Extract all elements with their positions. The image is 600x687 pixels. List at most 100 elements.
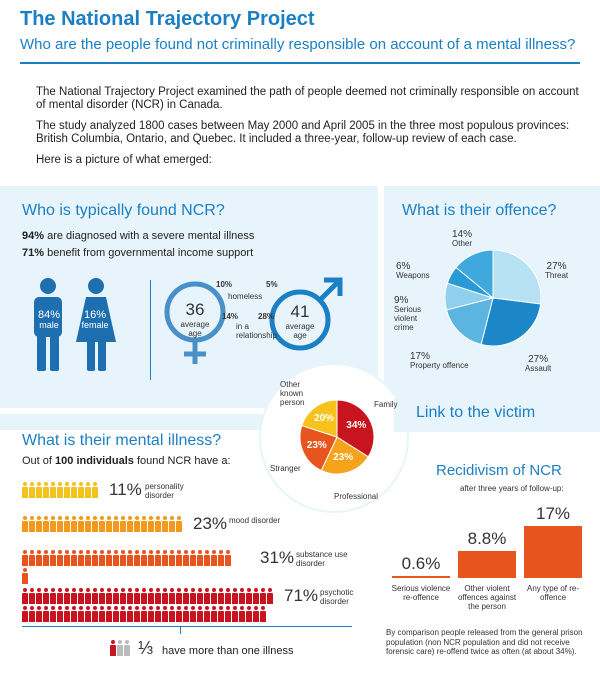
person-icon — [106, 588, 112, 604]
person-icon — [225, 606, 231, 622]
mental-row-pct: 23% — [193, 514, 228, 533]
person-icon — [99, 516, 105, 532]
pie-slice-other — [455, 250, 494, 300]
mental-row-label: mood disorder — [229, 516, 281, 525]
recid-subtitle: after three years of follow-up: — [460, 484, 564, 493]
male-percentage: 84% male — [37, 309, 61, 331]
person-icon — [204, 550, 210, 566]
people-icons-row — [22, 588, 278, 622]
person-icon — [99, 588, 105, 604]
person-icon — [57, 606, 63, 622]
person-icon — [204, 588, 210, 604]
victim-title-panel — [394, 398, 600, 432]
pie-slice-property-offence — [445, 297, 494, 346]
person-icon — [141, 550, 147, 566]
person-icon — [92, 588, 98, 604]
male-figure-icon — [34, 278, 62, 371]
intro-paragraph-1: The National Trajectory Project examined… — [36, 86, 579, 111]
victim-pie-chart — [300, 400, 374, 474]
offence-label-other: 14% Other — [452, 229, 473, 249]
person-icon — [176, 588, 182, 604]
person-icon — [155, 588, 161, 604]
person-icon — [113, 550, 119, 566]
pie-slice-stranger — [300, 424, 338, 472]
person-icon — [99, 550, 105, 566]
person-icon — [43, 516, 49, 532]
person-icon — [64, 606, 70, 622]
person-icon — [50, 550, 56, 566]
person-icon — [120, 516, 126, 532]
victim-pct-other-known-person: 20% — [314, 413, 335, 425]
person-icon — [99, 606, 105, 622]
person-icon — [71, 482, 77, 498]
offence-title: What is their offence? — [402, 202, 557, 219]
person-icon — [197, 588, 203, 604]
people-icons-row — [22, 482, 99, 498]
multiple-illness-icon — [110, 640, 130, 656]
person-icon — [92, 550, 98, 566]
offence-label-property: 17% Property offence — [410, 351, 469, 371]
person-icon — [106, 606, 112, 622]
homeless-female-pct: 10% — [216, 280, 233, 289]
person-icon — [162, 606, 168, 622]
person-icon — [169, 516, 175, 532]
offence-label-assault: 27% Assault — [525, 354, 552, 374]
person-icon — [78, 516, 84, 532]
person-icon — [246, 606, 252, 622]
person-icon — [113, 516, 119, 532]
person-icon — [50, 482, 56, 498]
mental-intro: Out of 100 individuals found NCR have a: — [22, 455, 231, 467]
person-icon — [29, 482, 35, 498]
person-icon — [218, 606, 224, 622]
person-icon — [260, 588, 266, 604]
person-icon — [57, 550, 63, 566]
person-icon — [120, 550, 126, 566]
person-icon — [260, 606, 266, 622]
person-icon — [162, 516, 168, 532]
person-icon — [106, 550, 112, 566]
victim-label-professional: Professional — [334, 492, 379, 501]
person-icon — [232, 588, 238, 604]
person-icon — [155, 516, 161, 532]
person-icon — [36, 482, 42, 498]
offence-label-threat: 27% Threat — [545, 261, 569, 281]
male-average-age: 41 average age — [285, 302, 315, 340]
fraction-value: ⅓ — [138, 638, 154, 658]
person-icon — [85, 550, 91, 566]
person-icon — [22, 588, 28, 604]
person-icon — [92, 606, 98, 622]
person-icon — [148, 516, 154, 532]
person-icon — [141, 516, 147, 532]
homeless-male-pct: 5% — [266, 280, 278, 289]
fraction-text: have more than one illness — [162, 645, 294, 657]
person-icon — [127, 606, 133, 622]
victim-label-stranger: Stranger — [270, 464, 301, 473]
person-icon — [190, 588, 196, 604]
victim-pct-family: 34% — [346, 420, 367, 432]
recid-bar-value: 17% — [535, 504, 571, 523]
female-average-age: 36 average age — [180, 300, 210, 338]
person-icon — [155, 606, 161, 622]
person-icon — [176, 550, 182, 566]
relationship-female-pct: 14% — [222, 312, 239, 321]
severe-illness-stat: 94% are diagnosed with a severe mental i… — [22, 230, 255, 242]
person-icon — [141, 588, 147, 604]
person-icon — [43, 550, 49, 566]
person-icon — [57, 588, 63, 604]
person-icon — [267, 588, 273, 604]
relationship-label: in a relationship — [236, 322, 277, 340]
person-icon — [64, 550, 70, 566]
person-icon — [134, 550, 140, 566]
person-icon — [22, 516, 28, 532]
person-icon — [71, 588, 77, 604]
person-icon — [57, 516, 63, 532]
person-icon — [22, 550, 28, 566]
vertical-divider — [150, 280, 151, 380]
person-icon — [64, 516, 70, 532]
recid-bar-label: Any type of re-offence — [526, 584, 580, 602]
person-icon — [71, 606, 77, 622]
person-icon — [134, 606, 140, 622]
person-icon — [141, 606, 147, 622]
person-icon — [190, 550, 196, 566]
person-icon — [176, 606, 182, 622]
